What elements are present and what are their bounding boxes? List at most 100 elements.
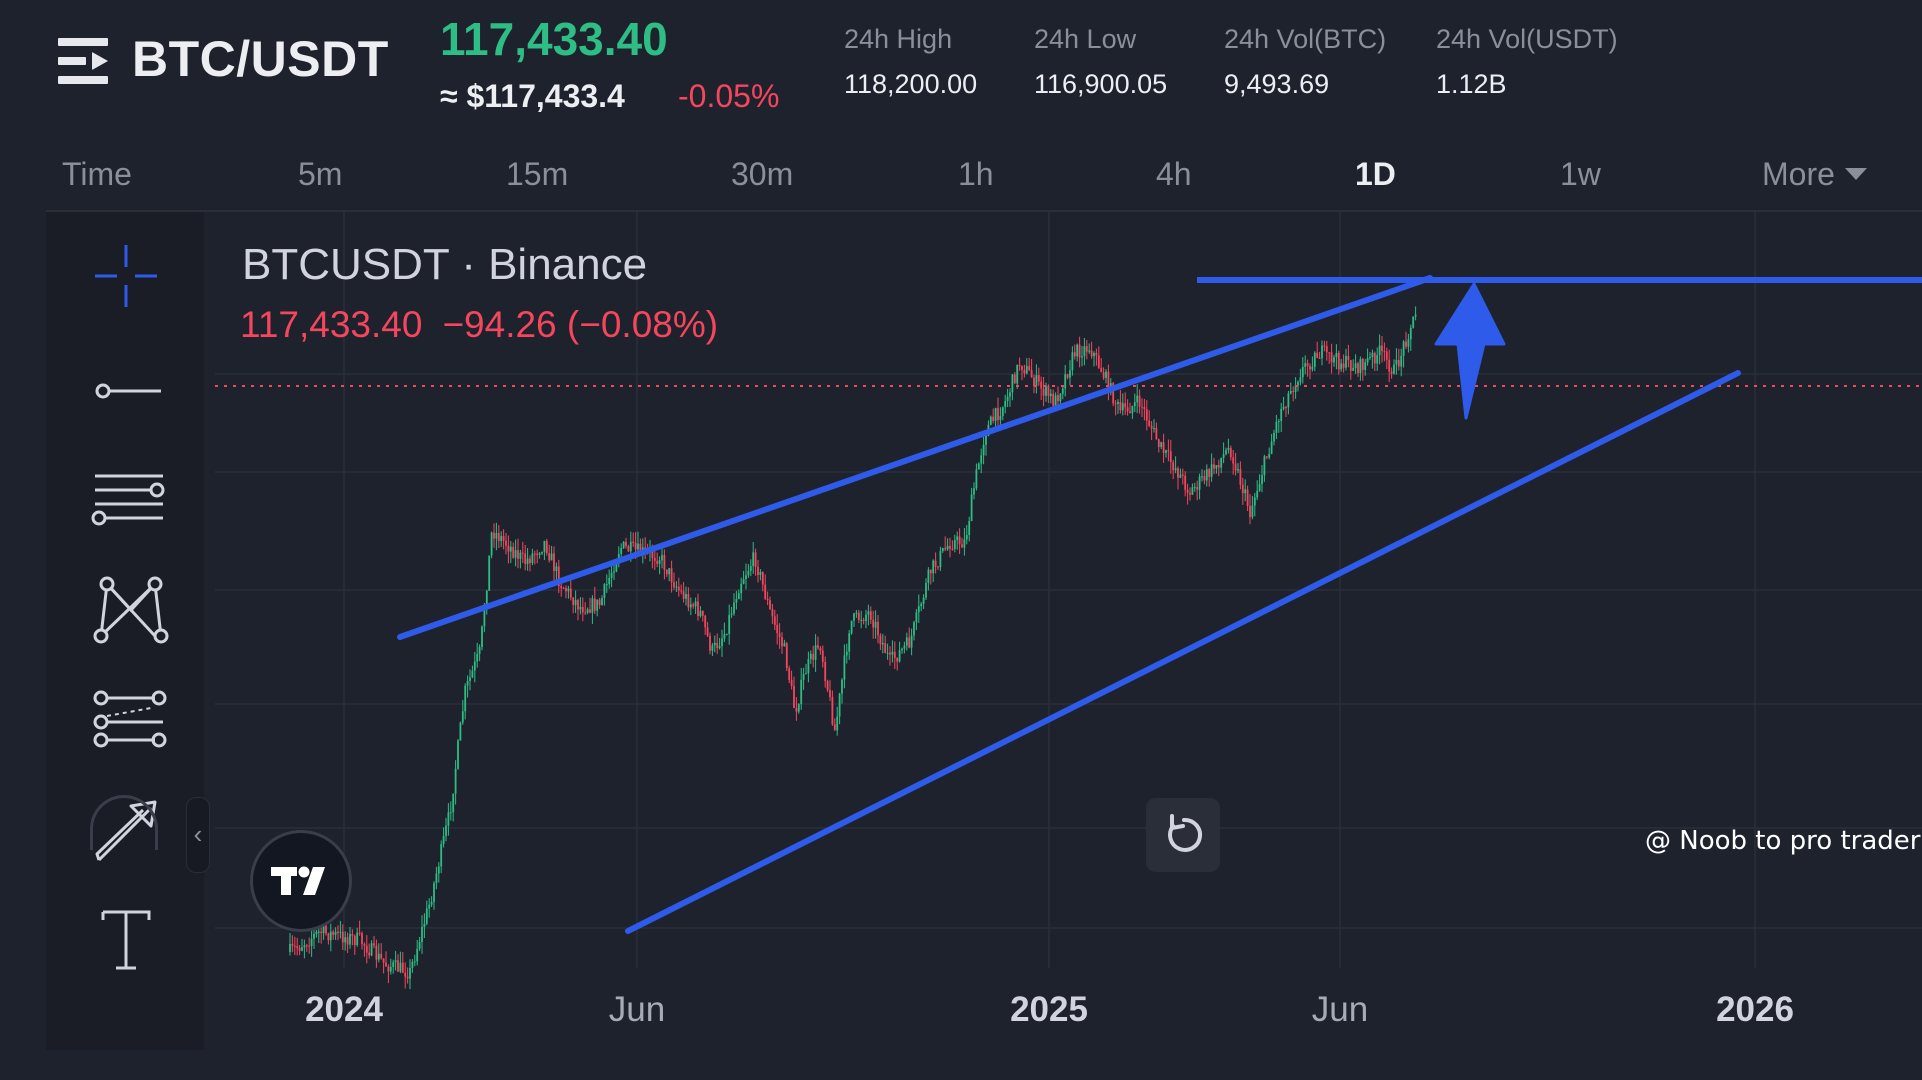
hamburger-menu-icon[interactable] <box>58 38 108 84</box>
candle-body <box>572 597 575 605</box>
candle-body <box>1162 442 1165 453</box>
candle-body <box>377 953 380 960</box>
pair-title[interactable]: BTC/USDT <box>132 31 389 87</box>
candle-body <box>889 652 891 655</box>
fib-levels-icon <box>91 474 165 526</box>
candle-body <box>524 553 527 564</box>
candle-body <box>1011 374 1014 393</box>
channel-upper-line[interactable] <box>397 275 1433 640</box>
candle-body <box>1025 365 1028 374</box>
candle-body <box>797 704 800 712</box>
candle-body <box>1201 476 1203 478</box>
candle-body <box>365 945 368 953</box>
candle-body <box>826 680 829 691</box>
candle-body <box>1023 370 1026 374</box>
tradingview-logo[interactable] <box>250 830 352 932</box>
tab-5m[interactable]: 5m <box>298 156 343 192</box>
candle-body <box>699 610 702 616</box>
breakout-arrow[interactable] <box>1434 282 1506 420</box>
candle-body <box>1009 392 1011 397</box>
candle-body <box>1239 469 1242 485</box>
candle-body <box>375 945 378 960</box>
tab-15m[interactable]: 15m <box>506 156 569 192</box>
candle-body <box>857 612 860 621</box>
candle-body <box>1400 355 1403 367</box>
candle-body <box>1414 314 1417 317</box>
price-chart[interactable] <box>0 212 1922 1080</box>
candle-body <box>358 932 361 934</box>
ohlc-legend: 117,433.40 −94.26 (−0.08%) <box>240 304 738 346</box>
tab-1h[interactable]: 1h <box>958 156 994 192</box>
candle-body <box>620 548 623 555</box>
candle-body <box>1354 363 1357 368</box>
candle-body <box>814 645 817 660</box>
candle-body <box>766 598 769 601</box>
candle-body <box>1237 469 1239 471</box>
candle-body <box>1198 476 1201 490</box>
tab-time[interactable]: Time <box>62 156 132 192</box>
candle-body <box>514 550 517 558</box>
candle-body <box>545 540 548 554</box>
collapse-toolbar-button[interactable]: ‹ <box>186 797 210 873</box>
candle-body <box>471 670 474 678</box>
candle-body <box>1325 346 1328 353</box>
candle-body <box>529 558 531 563</box>
candle-body <box>965 534 968 540</box>
candle-body <box>1141 406 1143 408</box>
candle-body <box>1381 345 1383 352</box>
text-tool[interactable] <box>81 894 171 984</box>
fib-levels-tool[interactable] <box>81 456 171 546</box>
candle-body <box>531 553 534 563</box>
candle-body <box>721 638 723 647</box>
candle-body <box>291 944 294 946</box>
candle-body <box>1052 393 1055 406</box>
candle-body <box>332 931 335 935</box>
crosshair-tool[interactable] <box>81 231 171 321</box>
tab-1w[interactable]: 1w <box>1560 156 1601 192</box>
candle-body <box>1097 355 1100 368</box>
more-dropdown[interactable]: More <box>1762 156 1867 193</box>
candle-body <box>1138 395 1141 407</box>
candle-body <box>913 622 915 636</box>
candle-body <box>920 603 923 607</box>
candle-body <box>975 469 978 489</box>
candle-body <box>1013 374 1016 384</box>
more-tools-button[interactable] <box>90 795 158 850</box>
candle-body <box>867 611 870 615</box>
horizontal-line-tool[interactable] <box>81 346 171 436</box>
candle-body <box>1018 364 1021 366</box>
candle-body <box>985 435 987 445</box>
candle-body <box>742 579 745 584</box>
chart-area[interactable]: BTCUSDT · Binance 117,433.40 −94.26 (−0.0… <box>0 212 1922 1080</box>
parallel-channel-tool[interactable] <box>81 674 171 764</box>
candle-body <box>713 642 716 646</box>
candle-body <box>519 552 522 559</box>
reset-chart-button[interactable] <box>1146 798 1220 872</box>
candle-body <box>1066 374 1069 378</box>
candle-body <box>1251 505 1254 517</box>
candle-body <box>884 643 887 654</box>
candle-body <box>692 604 695 607</box>
tab-1d[interactable]: 1D <box>1355 156 1396 192</box>
candle-body <box>370 943 373 956</box>
candle-body <box>289 944 291 952</box>
stat-label: 24h Low <box>1034 24 1137 54</box>
candle-body <box>1328 352 1331 354</box>
candle-body <box>668 568 671 575</box>
tab-30m[interactable]: 30m <box>731 156 794 192</box>
candle-body <box>831 696 834 725</box>
candle-body <box>433 883 435 902</box>
candle-body <box>701 610 704 616</box>
candle-body <box>507 545 510 552</box>
candle-body <box>754 552 757 567</box>
channel-lower-line[interactable] <box>625 370 1741 934</box>
candle-body <box>1047 385 1050 397</box>
candle-body <box>512 546 515 558</box>
candle-body <box>344 937 347 943</box>
candle-body <box>627 546 630 552</box>
candle-body <box>1179 474 1182 478</box>
candle-body <box>409 967 411 979</box>
tab-4h[interactable]: 4h <box>1156 156 1192 192</box>
pattern-tool[interactable] <box>81 564 171 654</box>
candle-body <box>783 643 786 647</box>
